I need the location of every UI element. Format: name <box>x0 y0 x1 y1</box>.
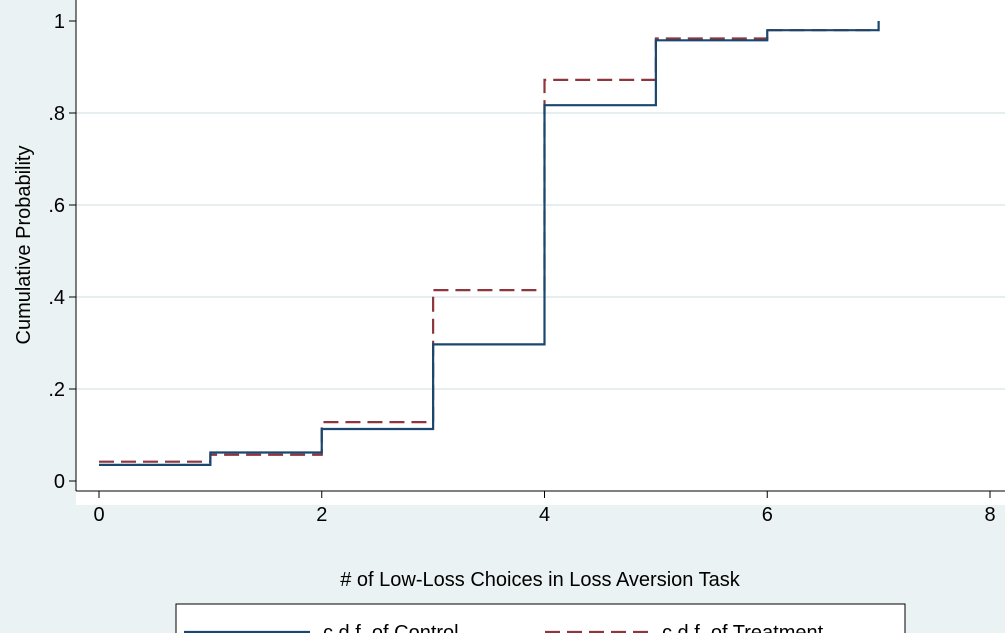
legend-label-control: c.d.f. of Control <box>323 622 459 633</box>
legend-label-treatment: c.d.f. of Treatment <box>662 622 824 633</box>
legend: c.d.f. of Control c.d.f. of Treatment <box>175 603 906 633</box>
x-tick-label: 0 <box>93 504 104 526</box>
data-series <box>99 21 880 466</box>
x-tick-label: 6 <box>762 504 773 526</box>
x-axis-title: # of Low-Loss Choices in Loss Aversion T… <box>340 569 740 591</box>
gridlines <box>76 112 1005 390</box>
series-line-control <box>99 21 880 466</box>
y-axis-title: Cumulative Probability <box>13 146 35 345</box>
series-line-treatment <box>99 29 879 463</box>
plot-area <box>76 0 1005 505</box>
x-tick-label: 4 <box>539 504 550 526</box>
x-tick-label: 2 <box>316 504 327 526</box>
legend-box <box>175 603 906 633</box>
y-tick-label: .2 <box>48 379 65 401</box>
y-tick-label: 1 <box>54 11 65 33</box>
y-tick-label: .4 <box>48 287 65 309</box>
y-tick-label: 0 <box>54 471 65 493</box>
y-tick-label: .8 <box>48 103 65 125</box>
axes: 0 .2 .4 .6 .8 1 0 2 4 6 8 <box>48 0 1005 526</box>
x-tick-label: 8 <box>984 504 995 526</box>
y-tick-label: .6 <box>48 195 65 217</box>
